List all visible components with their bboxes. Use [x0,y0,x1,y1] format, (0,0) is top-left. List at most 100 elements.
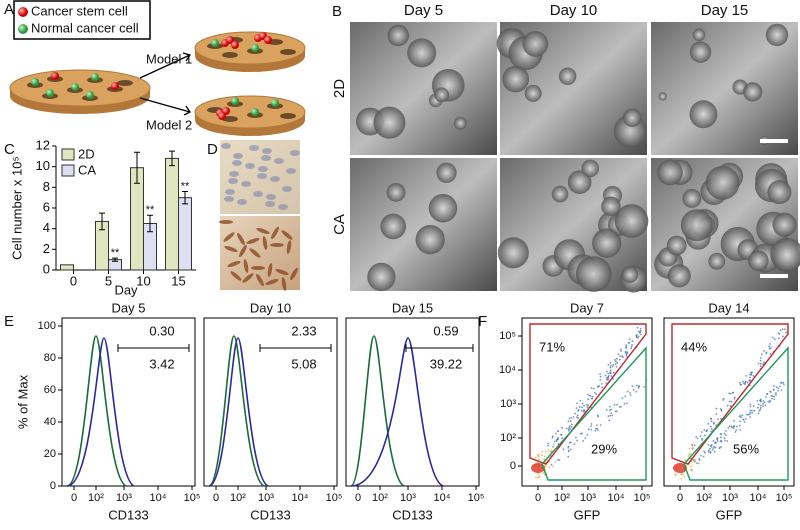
flow-dot [759,359,762,362]
flow-dot [567,428,570,431]
flow-dot [749,376,751,379]
nucleus [253,191,263,197]
stain [242,273,254,283]
y-tick-label: 60 [44,384,56,396]
pit [222,116,238,122]
flow-dot [599,375,602,378]
x-tick-label: 10² [554,492,570,504]
flow-dot [590,422,593,425]
x-tick-label: 10⁴ [434,492,451,504]
flow-dot [554,461,557,464]
cell [231,97,239,105]
flow-dot [596,414,599,417]
sem-blob [614,204,649,238]
y-tick-label: 10² [500,432,516,444]
legend-label: 2D [78,146,95,161]
flow-dot [577,417,580,419]
flow-dot [596,385,599,388]
flow-dot [620,350,623,352]
flow-dot [733,419,736,422]
flow-dot [584,437,587,439]
nucleus [286,168,296,174]
flow-dot [716,440,719,442]
flow-dot [612,378,615,380]
stain [237,232,245,246]
flow-dot [749,415,752,418]
flow-dot [773,398,776,401]
flow-dot [565,427,568,430]
flow-dot [617,353,620,356]
error-bar [134,151,140,184]
x-axis-title: CD133 [250,507,290,522]
flow-dot [619,355,622,358]
flow-dot [537,454,539,457]
flow-dot [777,387,779,390]
flow-dot [775,386,778,388]
x-tick-label: 0 [71,492,77,504]
stain [281,230,293,240]
flow-dot [557,430,559,432]
plot-title: Day 14 [708,300,749,315]
flow-dot [749,371,752,374]
flow-dot [587,393,589,396]
flow-dot [717,418,719,421]
flow-dot [769,399,772,402]
flow-dot [607,363,610,366]
flow-dot [703,450,705,453]
y-tick-label: 0 [43,261,50,276]
nucleus [270,176,280,182]
flow-dot [601,386,604,389]
flow-dot [783,383,785,386]
y-tick-label: 12 [36,137,50,152]
flow-dot [774,338,776,341]
sem-blob [386,182,406,202]
stain [290,267,298,281]
flow-dot [698,462,700,465]
stain [256,273,264,287]
flow-dot [725,430,727,432]
flow-dot [696,437,699,440]
cell [46,89,54,97]
plot-frame [345,317,480,487]
nucleus [265,201,275,207]
flow-dot [782,381,785,384]
flow-dot [567,450,570,453]
nucleus [232,160,242,166]
flow-dot [759,404,762,407]
stain [275,268,289,276]
flow-dot [594,427,597,430]
flow-dot [630,345,633,348]
flow-dot [759,357,762,359]
y-tick-label: 2 [43,241,50,256]
flow-dot [635,384,638,387]
flow-dot [771,395,774,398]
flow-dot [768,347,771,350]
flow-dot [742,382,745,384]
sem-blob [692,28,706,42]
flow-dot [552,443,555,446]
flow-dot [609,362,612,364]
flow-dot [643,386,646,388]
flow-dot [579,399,582,402]
flow-dot [623,402,626,405]
flow-dot [587,428,590,431]
flow-dot [741,414,744,417]
flow-dot [757,403,760,406]
flow-dot [713,445,716,448]
flow-dot [684,459,686,461]
flow-dot [763,361,766,364]
stain [219,220,233,224]
flow-dot [742,380,744,383]
flow-dot [683,475,686,478]
flow-dot [573,443,576,445]
nucleus [229,171,239,177]
error-bar [99,212,105,231]
flow-dot [746,413,748,416]
flow-dot [772,385,775,387]
flow-dot [626,402,628,405]
gate-percent: 71% [539,339,565,354]
y-tick-label: 10⁴ [499,364,516,376]
stain [246,237,260,245]
flow-dot [693,444,696,447]
